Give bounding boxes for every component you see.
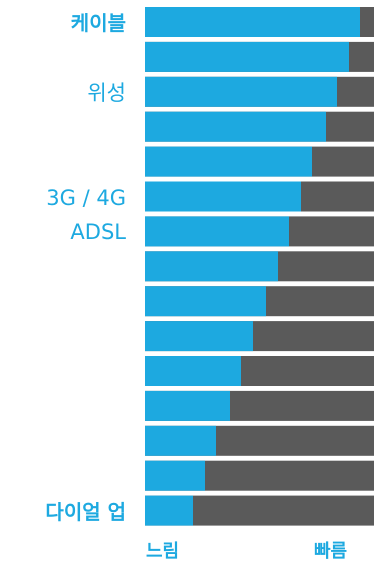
axis-label-fast: 빠름 [314,541,348,562]
bar-fill-6 [145,181,301,212]
bar-fill-8 [145,251,278,282]
bar-fill-2 [145,41,349,72]
row-label-adsl: ADSL [70,220,126,245]
bar-fill-12 [145,390,230,421]
row-label-mobile: 3G / 4G [46,185,126,210]
row-label-satellite: 위성 [87,80,126,105]
bar-fill-13 [145,425,216,456]
bar-fill-1 [145,7,360,37]
bar-fill-5 [145,146,312,177]
bar-fill-7 [145,216,289,247]
row-label-cable: 케이블 [70,11,126,35]
bar-fill-3 [145,76,337,107]
bar-fill-4 [145,111,326,142]
bar-fill-11 [145,356,241,386]
bar-fill-14 [145,460,205,491]
row-label-dialup: 다이얼 업 [45,499,126,524]
bar-fill-15 [145,495,193,526]
bar-fill-9 [145,286,266,317]
axis-label-slow: 느림 [146,541,180,562]
bar-fill-10 [145,321,253,352]
